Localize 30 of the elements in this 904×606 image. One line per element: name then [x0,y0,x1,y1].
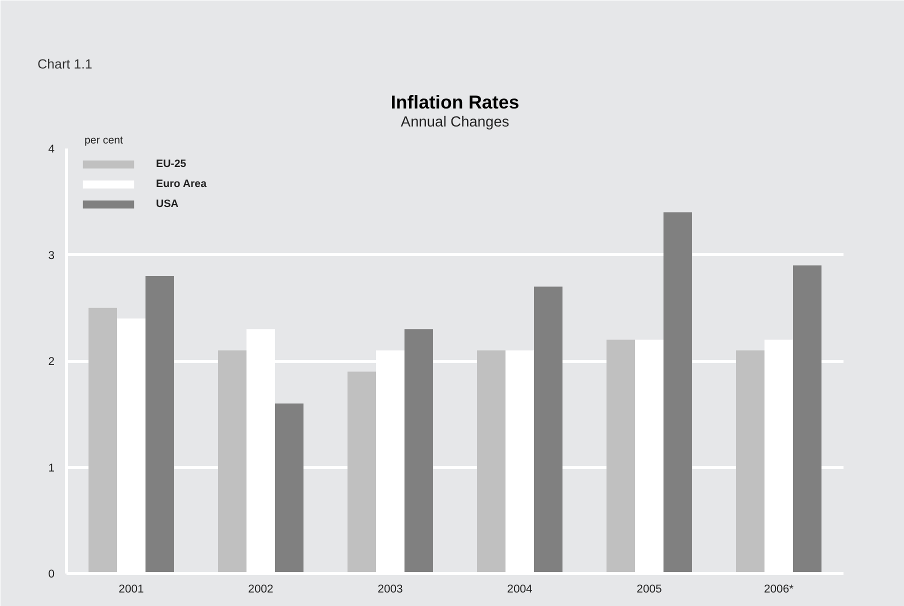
x-tick-label: 2006* [764,584,794,596]
bar [404,329,433,574]
bar [606,340,636,574]
chart-subtitle: Annual Changes [400,114,510,130]
y-tick-label: 1 [48,462,55,474]
x-tick-label: 2005 [636,584,662,596]
bar [218,350,247,574]
chart-title: Inflation Rates [390,92,520,112]
legend-label: Euro Area [156,178,207,190]
x-tick-label: 2001 [118,584,144,596]
bar [274,404,304,574]
y-tick-label: 2 [48,356,55,368]
bar [145,276,174,574]
bar [477,350,506,574]
bar [792,265,822,574]
bar [88,308,118,574]
x-tick-label: 2004 [507,584,532,596]
caption: Chart 1.1 [38,56,92,72]
x-tick-label: 2002 [248,584,274,596]
y-tick-label: 4 [48,144,55,156]
bar [534,286,562,574]
y-tick-label: 0 [48,568,55,580]
legend-label: USA [156,198,178,210]
legend-label: EU-25 [156,158,186,170]
x-tick-label: 2003 [378,584,403,596]
bar [736,350,765,574]
bar [348,372,376,574]
bar [663,212,692,574]
y-tick-label: 3 [48,250,55,262]
y-axis-title: per cent [84,134,124,146]
